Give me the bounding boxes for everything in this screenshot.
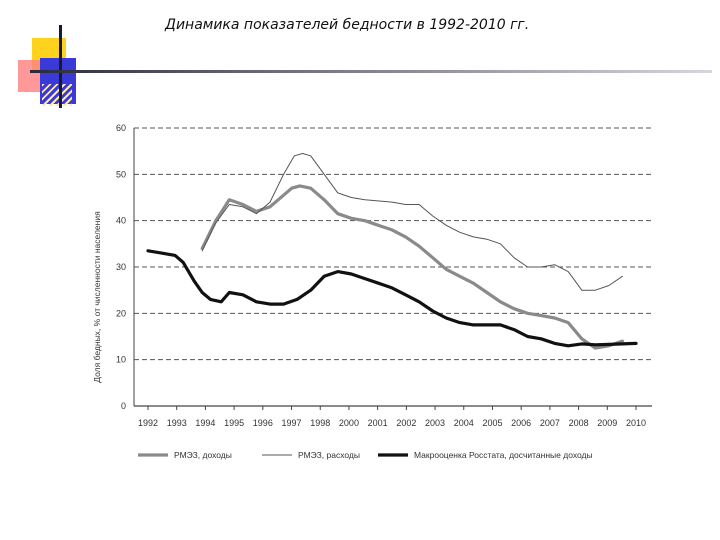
y-tick-label: 60 (116, 123, 126, 133)
x-tick-label: 2009 (597, 418, 617, 428)
x-tick-label: 1998 (310, 418, 330, 428)
x-tick-label: 2000 (339, 418, 359, 428)
y-tick-label: 30 (116, 262, 126, 272)
x-tick-label: 1993 (167, 418, 187, 428)
legend-label-2: РМЭЗ, расходы (298, 450, 360, 460)
decor-dots (42, 84, 72, 106)
x-tick-label: 2003 (425, 418, 445, 428)
x-tick-label: 2005 (482, 418, 502, 428)
x-tick-labels: 1992 1993 1994 1995 1996 1997 1998 2000 2001 2002… (138, 406, 646, 428)
y-tick-label: 40 (116, 216, 126, 226)
legend: РМЭЗ, доходы РМЭЗ, расходы Макрооценка Рос… (138, 450, 593, 460)
x-tick-label: 1996 (253, 418, 273, 428)
decor-horizontal-line (30, 70, 712, 73)
series-line-1 (200, 184, 625, 350)
legend-label-1: РМЭЗ, доходы (174, 450, 232, 460)
legend-label-3: Макрооценка Росстата, досчитанные доходы (414, 450, 593, 460)
slide-title: Динамика показателей бедности в 1992-201… (165, 17, 530, 33)
x-tick-label: 2002 (396, 418, 416, 428)
x-tick-label: 2001 (368, 418, 388, 428)
y-tick-label: 50 (116, 169, 126, 179)
x-tick-label: 2006 (511, 418, 531, 428)
y-tick-label: 10 (116, 355, 126, 365)
series-lines (146, 153, 638, 350)
x-tick-label: 2004 (454, 418, 474, 428)
x-tick-label: 1994 (195, 418, 215, 428)
y-tick-label: 0 (121, 401, 126, 411)
x-tick-label: 2007 (540, 418, 560, 428)
y-axis-label: Доля бедных, % от численности населения (92, 211, 102, 383)
x-tick-label: 1992 (138, 418, 158, 428)
series-line-2 (201, 153, 623, 291)
decor-vertical-line (59, 25, 62, 108)
y-tick-label: 20 (116, 308, 126, 318)
x-tick-label: 2010 (626, 418, 646, 428)
x-tick-label: 1997 (282, 418, 302, 428)
series-line-3 (146, 249, 638, 348)
x-tick-label: 2008 (569, 418, 589, 428)
y-tick-labels: 0 10 20 30 40 50 60 (116, 123, 126, 411)
grid-lines (134, 127, 652, 407)
x-tick-label: 1995 (224, 418, 244, 428)
